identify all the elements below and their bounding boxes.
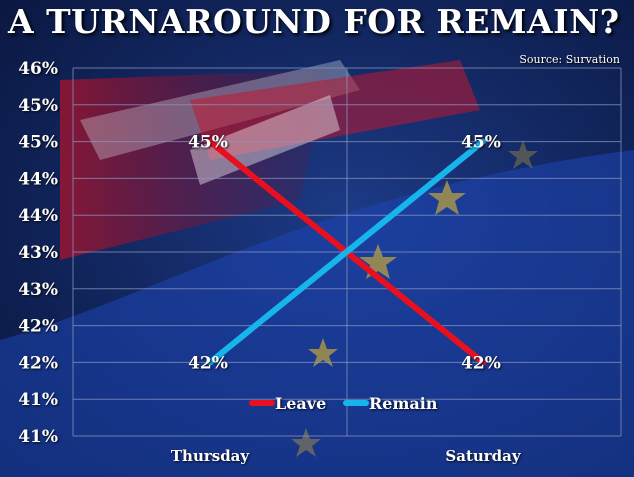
y-tick-label: 46% (18, 59, 58, 79)
y-tick-label: 42% (18, 317, 58, 337)
legend-label-leave: Leave (275, 394, 326, 413)
legend: Leave Remain (249, 394, 438, 413)
x-tick-label: Saturday (445, 447, 521, 465)
y-tick-label: 43% (18, 243, 58, 263)
data-label-remain: 42% (188, 353, 228, 373)
y-tick-label: 44% (18, 169, 58, 189)
y-tick-label: 42% (18, 353, 58, 373)
data-label-leave: 45% (188, 133, 228, 153)
y-tick-label: 43% (18, 280, 58, 300)
data-label-remain: 45% (461, 133, 501, 153)
y-tick-label: 45% (18, 96, 58, 116)
y-tick-label: 45% (18, 133, 58, 153)
series-lines (207, 138, 486, 366)
chart-title: A TURNAROUND FOR REMAIN? (8, 2, 620, 41)
x-axis: Thursday Saturday (171, 447, 522, 465)
y-axis: 46% 45% 45% 44% 44% 43% 43% 42% 42% 41% 41% (18, 59, 58, 447)
data-label-leave: 42% (461, 353, 501, 373)
y-tick-label: 41% (18, 427, 58, 447)
data-labels: 45% 42% 42% 45% (188, 133, 501, 374)
x-tick-label: Thursday (171, 447, 251, 465)
source-note: Source: Survation (519, 53, 620, 66)
y-tick-label: 44% (18, 206, 58, 226)
legend-label-remain: Remain (369, 394, 438, 413)
series-line-remain (207, 138, 486, 366)
y-tick-label: 41% (18, 390, 58, 410)
